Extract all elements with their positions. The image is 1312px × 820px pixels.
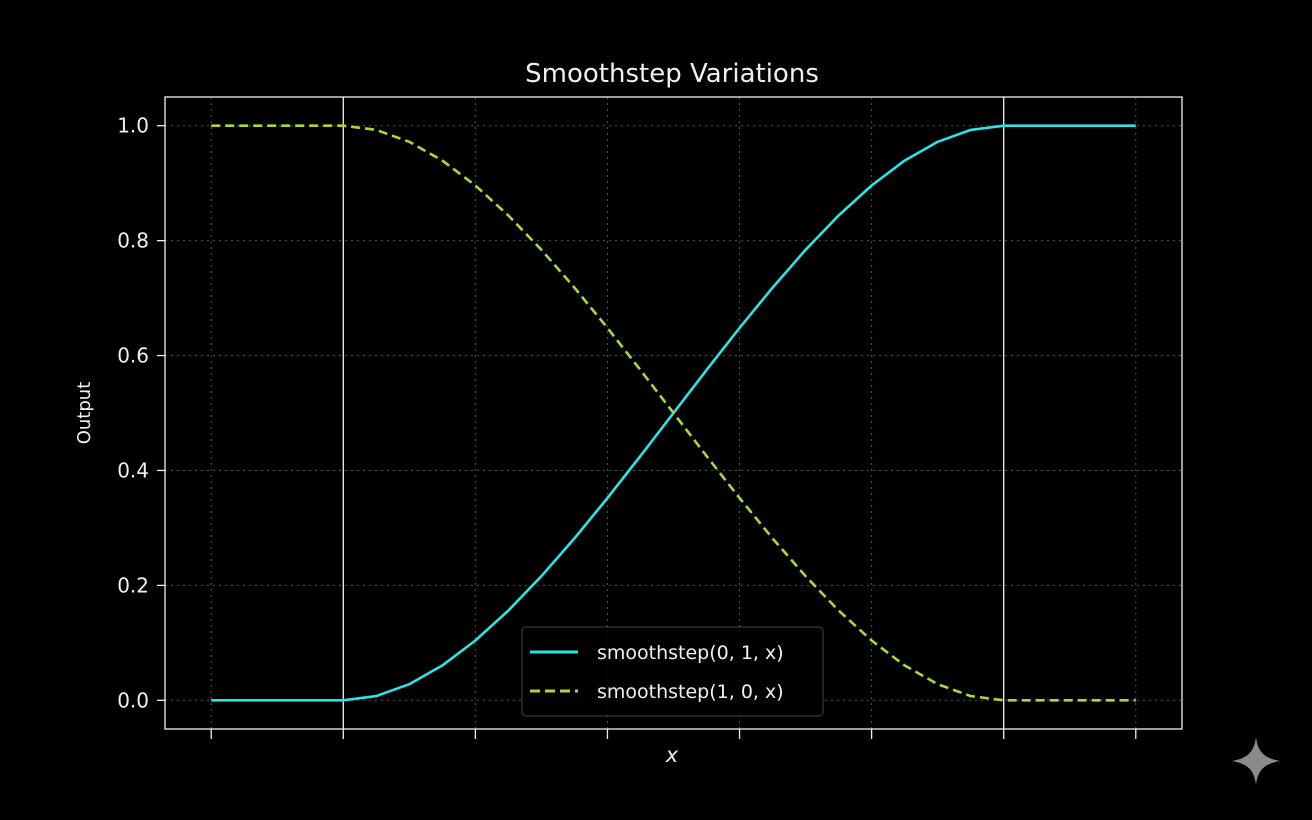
y-tick-label: 0.6: [117, 344, 149, 368]
series-line-smoothstep-1-0: [211, 124, 1136, 702]
sparkle-logo-icon: [1232, 737, 1280, 785]
y-tick-label: 0.0: [117, 688, 149, 712]
y-axis-label: Output: [74, 382, 95, 445]
y-tick-label: 0.8: [117, 229, 149, 253]
series-group: [211, 124, 1136, 702]
y-tick-label: 1.0: [117, 114, 149, 138]
y-tick-label: 0.2: [117, 573, 149, 597]
plot-frame: [164, 96, 1183, 730]
legend-label-0: smoothstep(0, 1, x): [597, 642, 784, 664]
legend-box: [521, 626, 824, 717]
y-tick-label: 0.4: [117, 458, 149, 482]
legend-label-1: smoothstep(1, 0, x): [597, 681, 784, 703]
x-axis-label: x: [665, 743, 679, 767]
vertical-lines: [342, 97, 1005, 729]
y-ticks: 0.0 0.2 0.4 0.6 0.8 1.0: [117, 114, 165, 712]
legend: smoothstep(0, 1, x) smoothstep(1, 0, x): [521, 626, 824, 717]
chart-title: Smoothstep Variations: [525, 59, 819, 89]
x-ticks: [210, 729, 1137, 739]
